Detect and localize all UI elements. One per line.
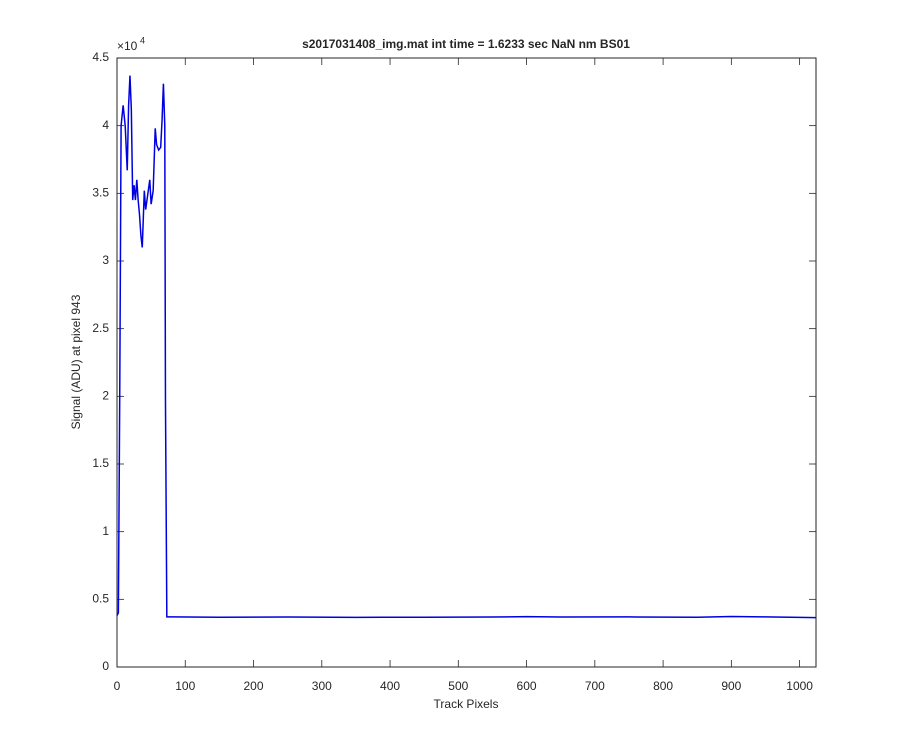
- y-tick-label: 0.5: [92, 592, 109, 606]
- y-tick-label: 2.5: [92, 321, 109, 335]
- y-tick-label: 1: [102, 524, 109, 538]
- x-tick-label: 900: [721, 679, 741, 693]
- x-tick-label: 300: [312, 679, 332, 693]
- x-tick-label: 0: [114, 679, 121, 693]
- y-axis-label: Signal (ADU) at pixel 943: [69, 294, 83, 429]
- data-line: [116, 75, 817, 619]
- x-axis-label: Track Pixels: [434, 697, 499, 711]
- y-tick-label: 3: [102, 253, 109, 267]
- x-tick-label: 600: [517, 679, 537, 693]
- y-tick-label: 4: [102, 118, 109, 132]
- x-tick-label: 500: [448, 679, 468, 693]
- chart-title: s2017031408_img.mat int time = 1.6233 se…: [302, 37, 630, 51]
- y-tick-label: 3.5: [92, 186, 109, 200]
- y-tick-label: 1.5: [92, 456, 109, 470]
- y-tick-label: 2: [102, 389, 109, 403]
- y-multiplier-exponent: 4: [140, 35, 145, 45]
- y-multiplier-base: ×10: [117, 39, 138, 53]
- x-tick-label: 100: [175, 679, 195, 693]
- y-tick-label: 4.5: [92, 50, 109, 64]
- x-tick-label: 200: [244, 679, 264, 693]
- x-tick-label: 700: [585, 679, 605, 693]
- x-tick-label: 1000: [786, 679, 813, 693]
- x-tick-label: 400: [380, 679, 400, 693]
- y-tick-label: 0: [102, 659, 109, 673]
- plot-box: [116, 57, 817, 668]
- x-tick-label: 800: [653, 679, 673, 693]
